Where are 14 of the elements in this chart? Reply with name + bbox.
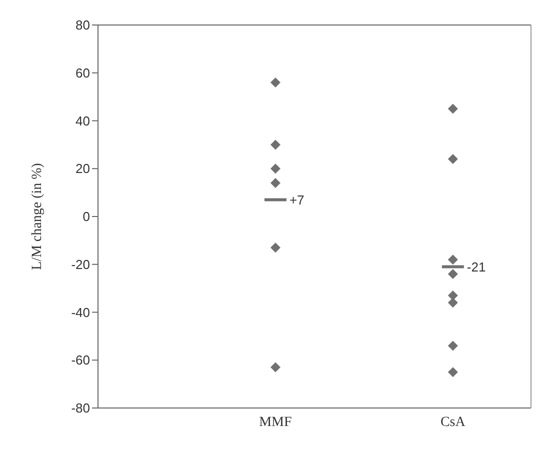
y-tick-label: 0 <box>82 209 90 224</box>
annotation: +7 <box>289 192 304 208</box>
y-tick-label: 20 <box>76 161 90 176</box>
y-tick-label: 80 <box>76 18 90 33</box>
annotation: -21 <box>466 259 486 274</box>
y-tick-label: -60 <box>71 352 90 368</box>
x-tick-label: MMF <box>259 414 292 430</box>
y-axis-title: L/M change (in %) <box>30 162 45 270</box>
y-tick-label: -80 <box>71 400 90 416</box>
y-tick-label: 40 <box>76 113 90 128</box>
y-tick-label: -20 <box>71 256 90 272</box>
y-tick-label: -40 <box>71 304 90 320</box>
x-tick-label: CsA <box>440 414 466 430</box>
y-tick-label: 60 <box>76 65 90 80</box>
